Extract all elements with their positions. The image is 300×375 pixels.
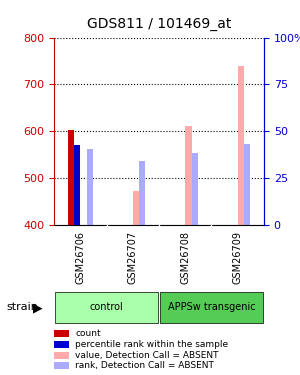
- Bar: [74, 146, 80, 225]
- Bar: [54, 330, 69, 337]
- Text: GSM26707: GSM26707: [128, 231, 138, 284]
- Bar: [139, 161, 145, 225]
- Bar: [68, 130, 74, 225]
- Bar: [160, 292, 263, 322]
- Bar: [185, 126, 191, 225]
- Bar: [191, 153, 198, 225]
- Text: count: count: [75, 329, 100, 338]
- Text: GSM26706: GSM26706: [75, 231, 85, 284]
- Text: GSM26709: GSM26709: [233, 231, 243, 284]
- Text: GDS811 / 101469_at: GDS811 / 101469_at: [87, 17, 231, 31]
- Bar: [87, 148, 93, 225]
- Bar: [133, 191, 139, 225]
- Text: APPSw transgenic: APPSw transgenic: [168, 303, 255, 312]
- Bar: [54, 341, 69, 348]
- Bar: [55, 292, 158, 322]
- Text: strain: strain: [6, 303, 38, 312]
- Text: control: control: [90, 303, 123, 312]
- Bar: [244, 144, 250, 225]
- Bar: [54, 362, 69, 369]
- Text: rank, Detection Call = ABSENT: rank, Detection Call = ABSENT: [75, 362, 214, 370]
- Bar: [54, 352, 69, 358]
- Text: ▶: ▶: [33, 301, 43, 314]
- Text: GSM26708: GSM26708: [180, 231, 190, 284]
- Bar: [238, 66, 244, 225]
- Text: value, Detection Call = ABSENT: value, Detection Call = ABSENT: [75, 351, 218, 360]
- Text: percentile rank within the sample: percentile rank within the sample: [75, 340, 228, 349]
